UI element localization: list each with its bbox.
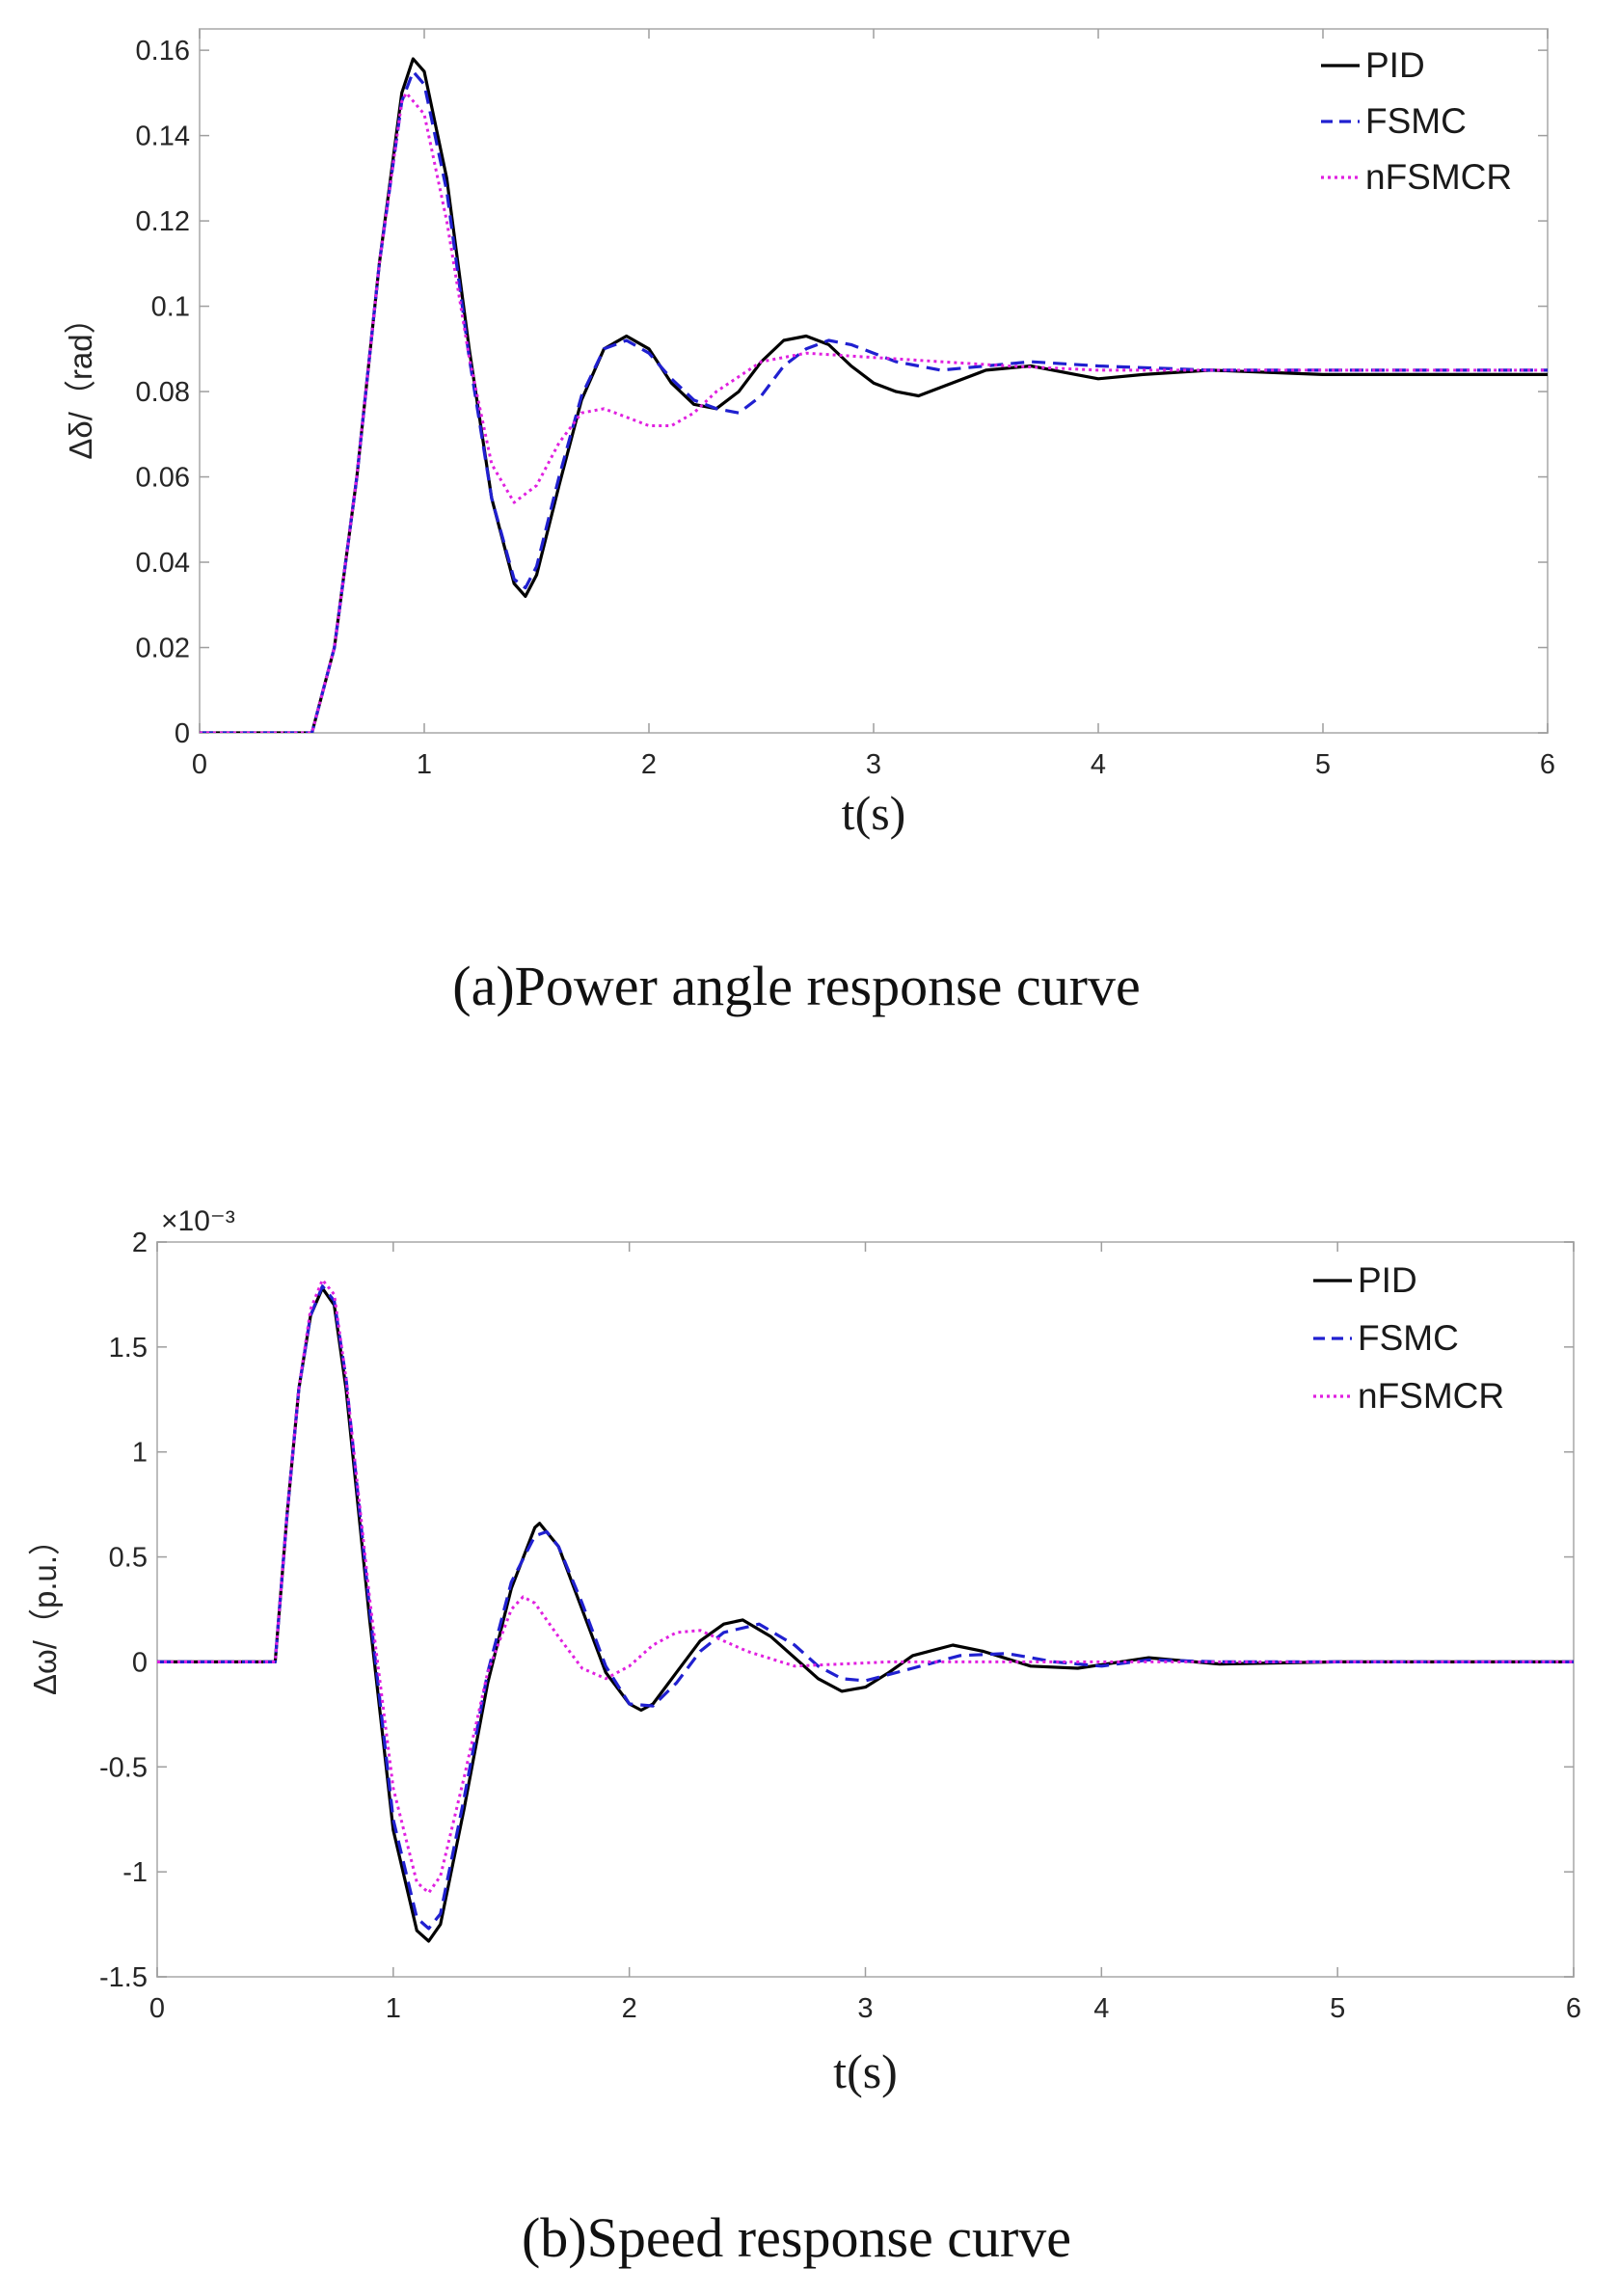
x-tick-label: 3 xyxy=(857,1993,873,2024)
series-line-fsmc xyxy=(157,1284,1574,1931)
x-axis-label: t(s) xyxy=(833,2044,898,2098)
plot-frame xyxy=(199,28,1549,734)
y-tick-label: 1.5 xyxy=(109,1333,148,1364)
y-tick-label: 0.06 xyxy=(136,463,190,494)
x-tick-label: 1 xyxy=(417,749,432,780)
series-line-fsmc xyxy=(200,69,1548,733)
x-tick-label: 1 xyxy=(386,1993,401,2024)
y-tick-label: 0.5 xyxy=(109,1543,148,1574)
y-tick-label: 0 xyxy=(132,1647,148,1678)
x-tick-label: 6 xyxy=(1540,749,1555,780)
power-angle-caption: (a)Power angle response curve xyxy=(452,955,1140,1017)
series-line-nfsmcr xyxy=(200,91,1548,733)
speed-chart: 0 1 2 3 4 5 6 -1.5 -1 -0.5 0 0.5 1 1.5 2 ×10⁻³ t(s) Δω/（p… xyxy=(27,1205,1581,2098)
y-tick-label: 0.12 xyxy=(136,206,190,237)
y-tick-label: 0.08 xyxy=(136,377,190,408)
legend-label-fsmc: FSMC xyxy=(1365,101,1467,141)
x-tick-label: 5 xyxy=(1330,1993,1345,2024)
x-tick-label: 5 xyxy=(1315,749,1331,780)
series-line-pid xyxy=(200,57,1548,733)
x-tick-label: 3 xyxy=(866,749,881,780)
x-tick-label: 2 xyxy=(641,749,657,780)
y-axis-label: Δδ/（rad） xyxy=(63,302,98,459)
y-tick-label: -1 xyxy=(122,1857,148,1888)
x-tick-label: 4 xyxy=(1091,749,1106,780)
y-tick-label: 1 xyxy=(132,1438,148,1469)
y-axis-label: Δω/（p.u.） xyxy=(27,1524,63,1695)
x-axis-label: t(s) xyxy=(842,786,906,840)
legend-label-nfsmcr: nFSMCR xyxy=(1358,1376,1504,1416)
x-tick-label: 0 xyxy=(149,1993,165,2024)
y-tick-label: 0.16 xyxy=(136,36,190,67)
speed-caption: (b)Speed response curve xyxy=(522,2206,1071,2269)
y-tick-label: 0.14 xyxy=(136,122,190,152)
legend-label-pid: PID xyxy=(1358,1260,1417,1300)
y-tick-label: 0 xyxy=(175,718,190,749)
series-line-nfsmcr xyxy=(157,1278,1574,1895)
legend-label-nfsmcr: nFSMCR xyxy=(1365,157,1512,197)
y-tick-label: -1.5 xyxy=(99,1962,148,1993)
x-tick-label: 4 xyxy=(1093,1993,1109,2024)
x-tick-label: 2 xyxy=(622,1993,637,2024)
x-tick-label: 6 xyxy=(1566,1993,1581,2024)
y-tick-label: 0.1 xyxy=(151,292,190,323)
y-exponent-label: ×10⁻³ xyxy=(161,1205,235,1237)
y-tick-label: -0.5 xyxy=(99,1752,148,1783)
y-tick-label: 0.02 xyxy=(136,634,190,664)
y-tick-label: 2 xyxy=(132,1228,148,1258)
legend-label-pid: PID xyxy=(1365,45,1425,85)
legend-label-fsmc: FSMC xyxy=(1358,1318,1459,1358)
y-tick-label: 0.04 xyxy=(136,548,190,579)
power-angle-chart: 0 1 2 3 4 5 6 0 0.02 0.04 0.06 0.08 0.1 0.12 0.14 0.16 t… xyxy=(63,28,1555,840)
x-tick-label: 0 xyxy=(192,749,207,780)
